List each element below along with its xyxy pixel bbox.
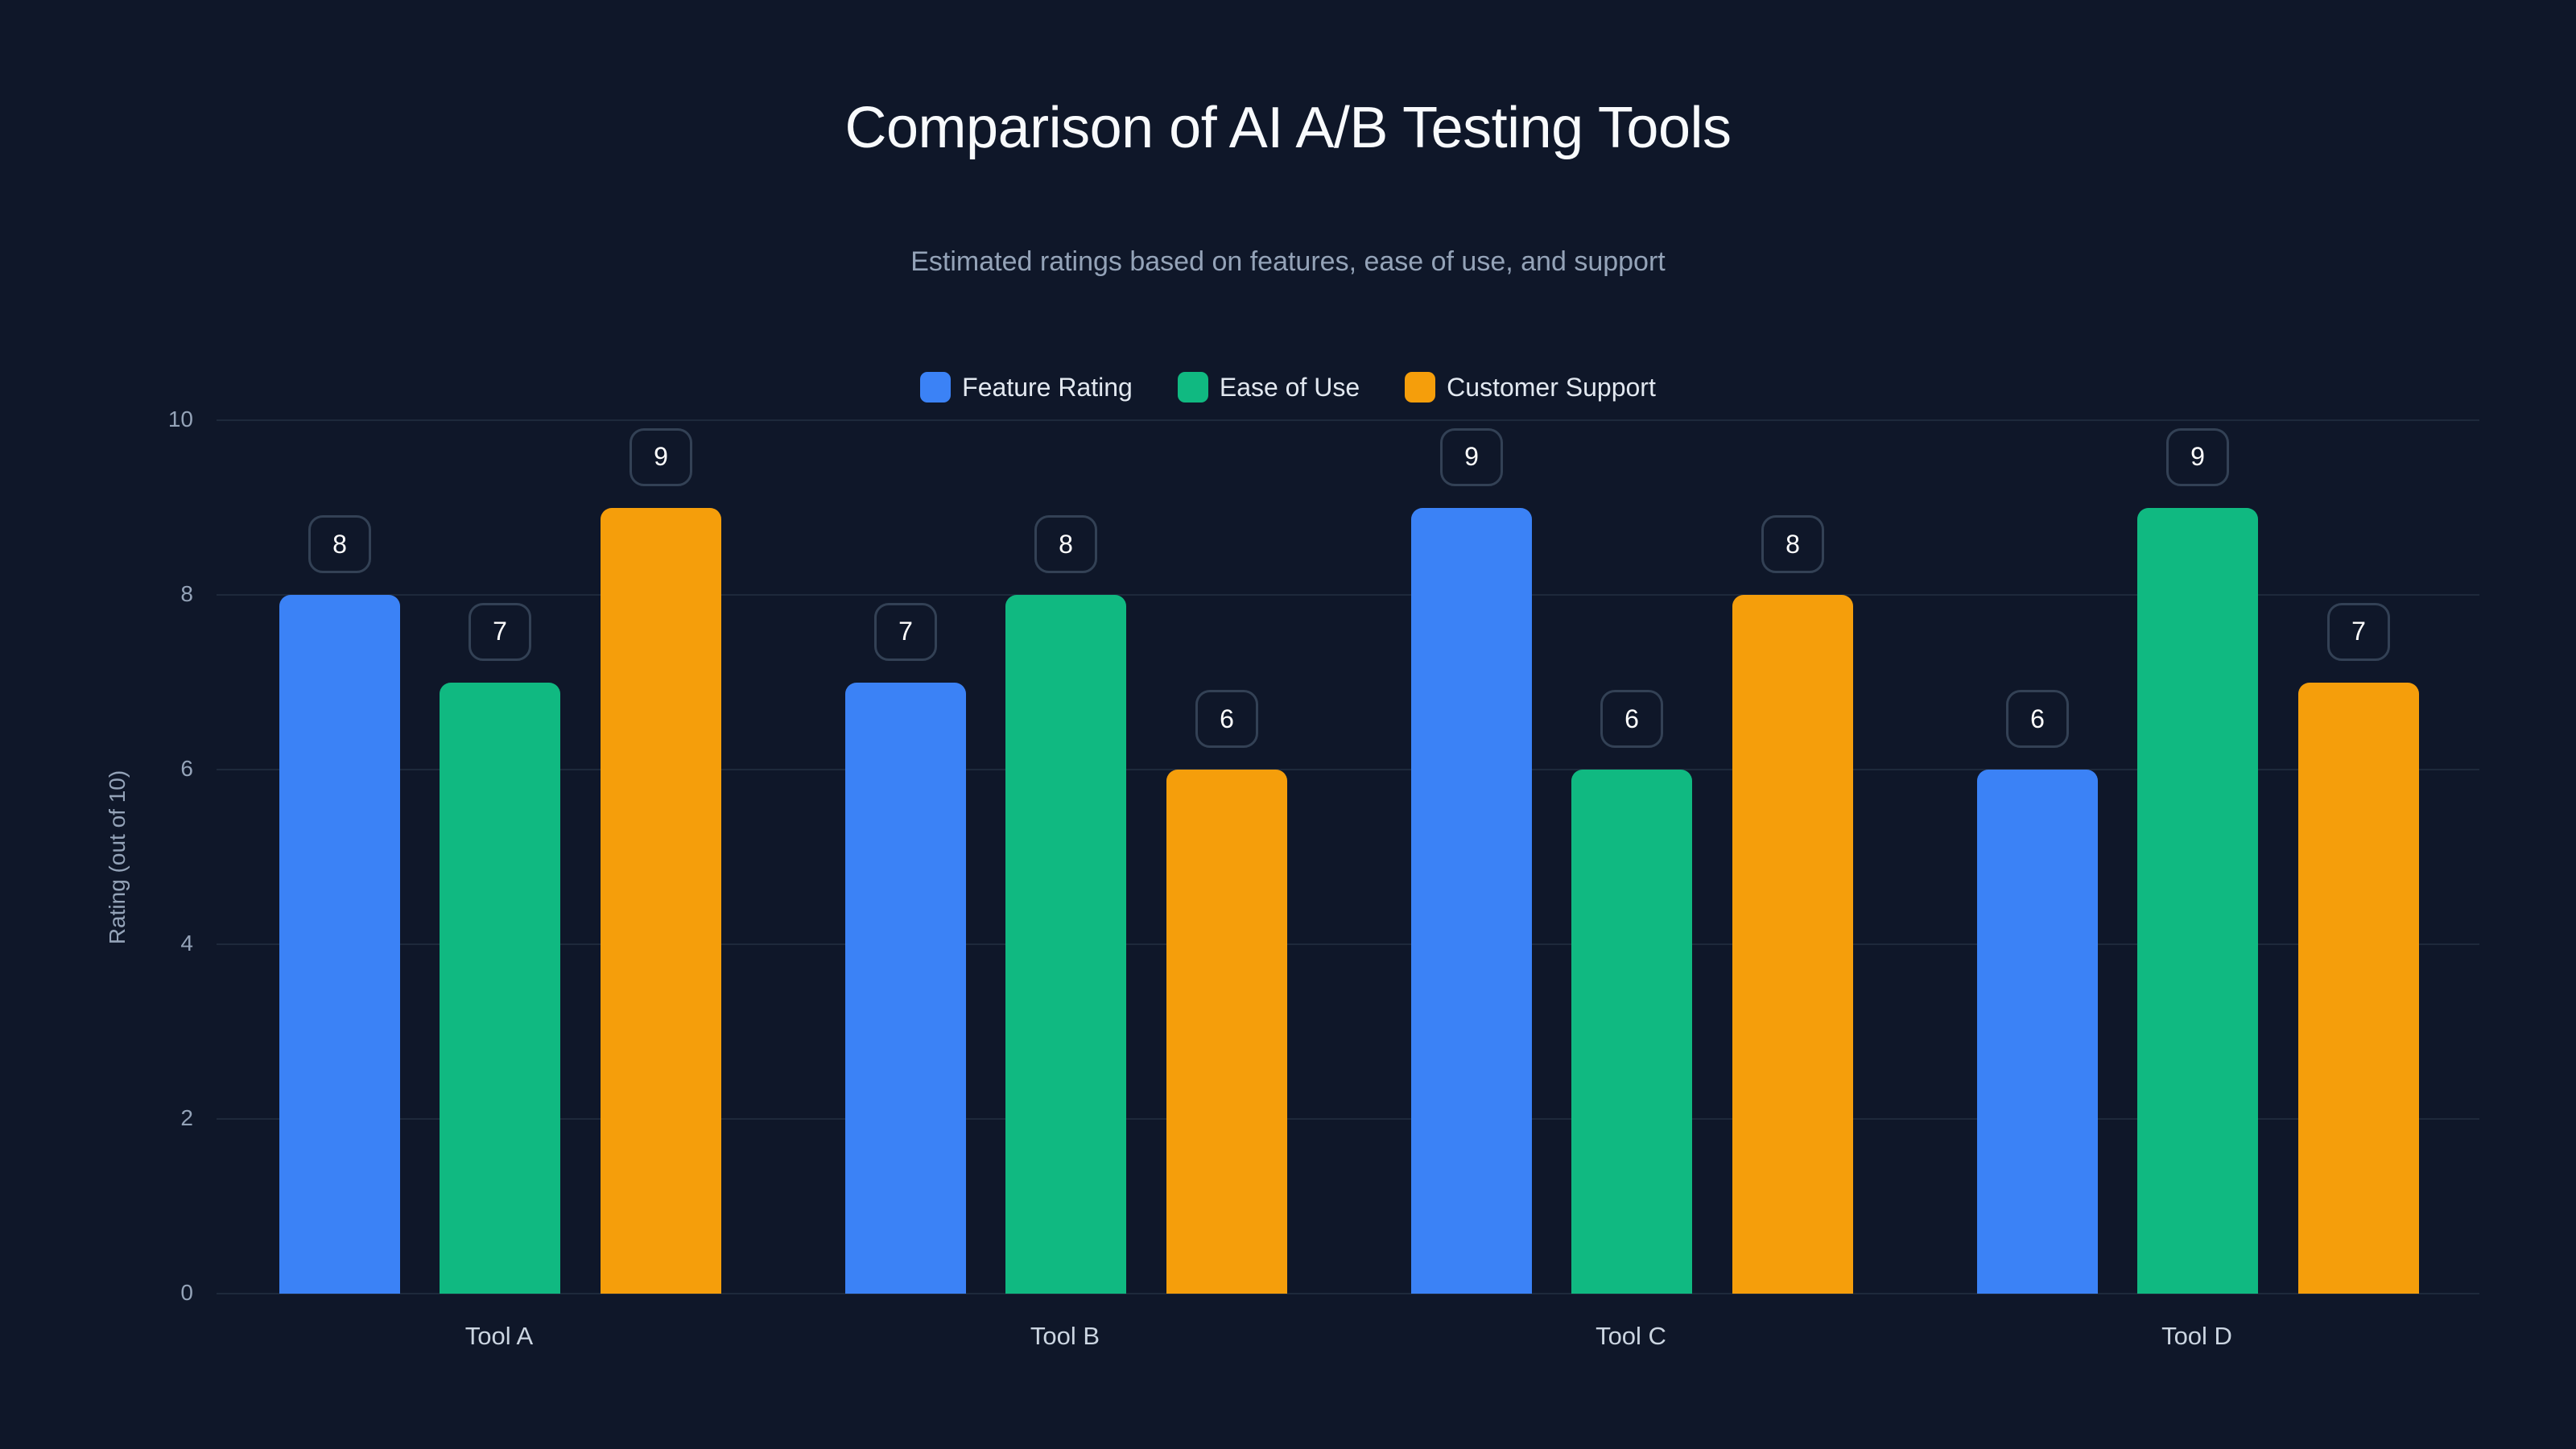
bar-tool-a-customer-support[interactable] <box>601 507 721 1294</box>
y-axis-title: Rating (out of 10) <box>105 770 130 945</box>
bar-tool-d-ease-of-use[interactable] <box>2137 507 2258 1294</box>
gridline <box>217 943 2479 945</box>
bar-tool-c-customer-support[interactable] <box>1732 595 1853 1294</box>
gridline <box>217 1293 2479 1294</box>
bar-tool-a-ease-of-use[interactable] <box>440 682 560 1294</box>
x-tick-label: Tool A <box>464 1322 534 1350</box>
legend-item-customer-support[interactable]: Customer Support <box>1405 372 1656 402</box>
bar-tool-a-feature-rating[interactable] <box>279 595 400 1294</box>
legend-item-ease-of-use[interactable]: Ease of Use <box>1177 372 1360 402</box>
legend-label: Ease of Use <box>1219 372 1360 402</box>
value-label: 7 <box>469 602 531 661</box>
value-label: 6 <box>2006 690 2069 748</box>
value-label: 9 <box>2166 427 2229 486</box>
legend-swatch-feature-rating <box>920 372 952 402</box>
bar-tool-d-customer-support[interactable] <box>2298 682 2419 1294</box>
gridline <box>217 594 2479 596</box>
y-tick-label: 8 <box>180 581 193 606</box>
y-tick-label: 10 <box>167 407 193 431</box>
value-label: 7 <box>874 602 937 661</box>
legend: Feature Rating Ease of Use Customer Supp… <box>0 372 2576 402</box>
value-label: 9 <box>1440 427 1503 486</box>
value-label: 8 <box>1761 515 1824 573</box>
value-label: 8 <box>1034 515 1097 573</box>
value-label: 9 <box>630 427 692 486</box>
legend-swatch-customer-support <box>1405 372 1436 402</box>
bar-tool-b-feature-rating[interactable] <box>845 682 966 1294</box>
y-tick-label: 6 <box>180 756 193 781</box>
bar-tool-c-ease-of-use[interactable] <box>1571 770 1692 1294</box>
bar-tool-b-customer-support[interactable] <box>1166 770 1287 1294</box>
value-label: 6 <box>1195 690 1258 748</box>
legend-label: Feature Rating <box>962 372 1133 402</box>
bar-tool-b-ease-of-use[interactable] <box>1005 595 1126 1294</box>
bar-tool-c-feature-rating[interactable] <box>1411 507 1532 1294</box>
plot-area: 8 7 9 7 8 6 9 6 8 6 9 7 <box>217 419 2479 1294</box>
legend-item-feature-rating[interactable]: Feature Rating <box>920 372 1133 402</box>
y-tick-label: 0 <box>180 1280 193 1305</box>
y-tick-label: 2 <box>180 1105 193 1130</box>
x-tick-label: Tool D <box>2161 1322 2232 1350</box>
gridline <box>217 769 2479 770</box>
chart-title: Comparison of AI A/B Testing Tools <box>844 96 1732 160</box>
x-tick-label: Tool B <box>1030 1322 1100 1350</box>
legend-swatch-ease-of-use <box>1177 372 1208 402</box>
bar-tool-d-feature-rating[interactable] <box>1977 770 2098 1294</box>
chart-subtitle: Estimated ratings based on features, eas… <box>910 246 1666 277</box>
value-label: 6 <box>1600 690 1663 748</box>
legend-label: Customer Support <box>1447 372 1656 402</box>
value-label: 7 <box>2327 602 2390 661</box>
value-label: 8 <box>308 515 371 573</box>
y-tick-label: 4 <box>180 931 193 956</box>
x-tick-label: Tool C <box>1596 1322 1666 1350</box>
gridline <box>217 419 2479 421</box>
gridline <box>217 1118 2479 1120</box>
